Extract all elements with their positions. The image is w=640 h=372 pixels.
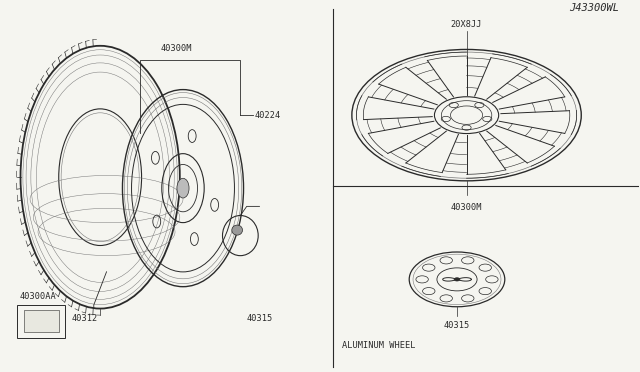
Text: 40312: 40312 bbox=[71, 314, 97, 323]
Bar bbox=[17, 305, 65, 338]
Text: 40300M: 40300M bbox=[161, 44, 193, 53]
Text: 40300M: 40300M bbox=[451, 203, 483, 212]
Text: J43300WL: J43300WL bbox=[570, 3, 620, 13]
Ellipse shape bbox=[177, 178, 189, 198]
Text: 40315: 40315 bbox=[444, 321, 470, 330]
Text: 40300AA: 40300AA bbox=[19, 292, 56, 301]
Text: ALUMINUM WHEEL: ALUMINUM WHEEL bbox=[342, 341, 416, 350]
Ellipse shape bbox=[232, 225, 243, 235]
Text: 40315: 40315 bbox=[246, 314, 273, 323]
Bar bbox=[24, 310, 59, 332]
Text: 20X8JJ: 20X8JJ bbox=[451, 20, 483, 29]
Text: 40224: 40224 bbox=[255, 110, 281, 120]
Ellipse shape bbox=[454, 278, 460, 281]
